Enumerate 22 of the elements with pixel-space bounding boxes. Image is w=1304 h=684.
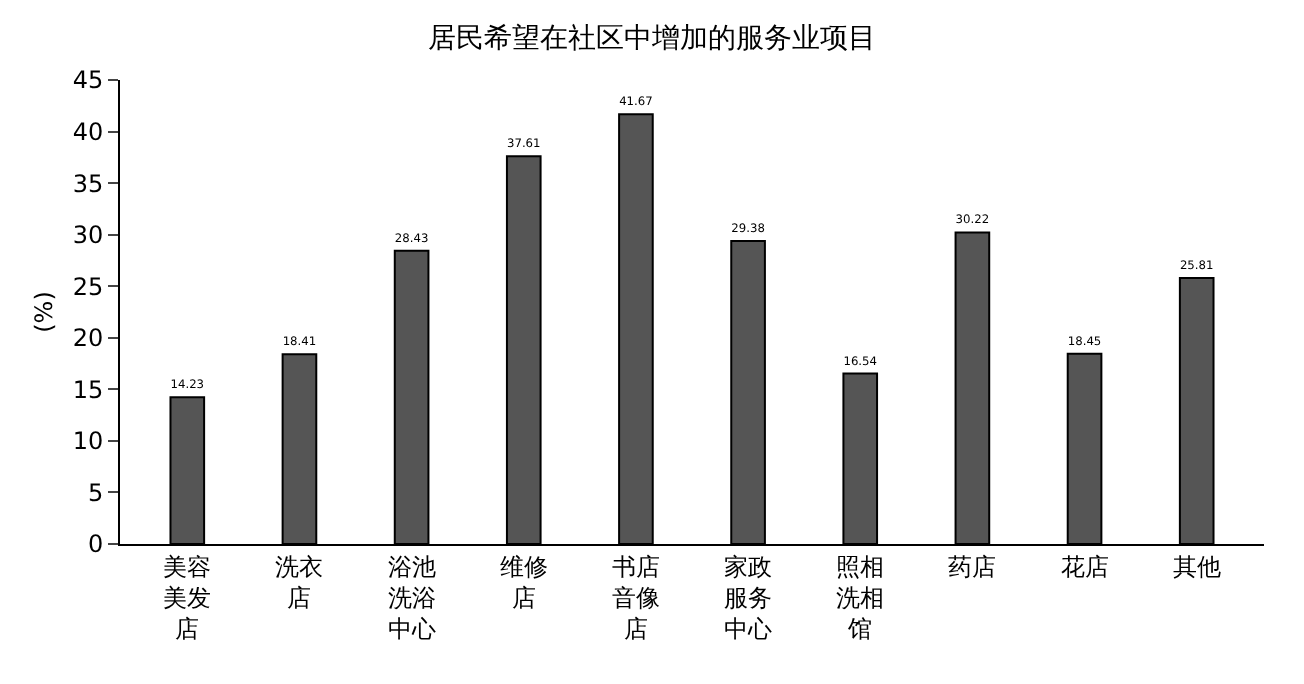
x-tick-label: 家政服务中心 (724, 552, 773, 644)
x-tick-label: 美容美发店 (163, 552, 212, 644)
y-tick-label: 30 (72, 221, 104, 250)
y-tick-label: 5 (87, 478, 104, 507)
y-tick-label: 45 (72, 66, 104, 95)
x-tick-label: 洗衣店 (275, 552, 324, 612)
x-tick-label: 书店音像店 (611, 552, 660, 644)
y-axis-title: (%) (30, 291, 58, 333)
x-tick-label: 照相洗相馆 (836, 552, 885, 644)
x-tick-label: 药店 (948, 552, 997, 581)
y-tick-label: 35 (72, 169, 104, 198)
y-tick-label: 15 (72, 375, 104, 404)
x-tick-label: 其他 (1172, 552, 1221, 581)
y-tick-label: 40 (72, 117, 104, 146)
x-tick-label: 浴池洗浴中心 (387, 552, 436, 644)
x-tick-label: 维修店 (499, 552, 548, 612)
y-tick-label: 25 (72, 272, 104, 301)
y-tick-label: 10 (72, 427, 104, 456)
x-tick-label: 花店 (1060, 552, 1109, 581)
y-tick-label: 0 (87, 530, 104, 559)
y-tick-label: 20 (72, 324, 104, 353)
chart-title: 居民希望在社区中增加的服务业项目 (428, 22, 876, 55)
